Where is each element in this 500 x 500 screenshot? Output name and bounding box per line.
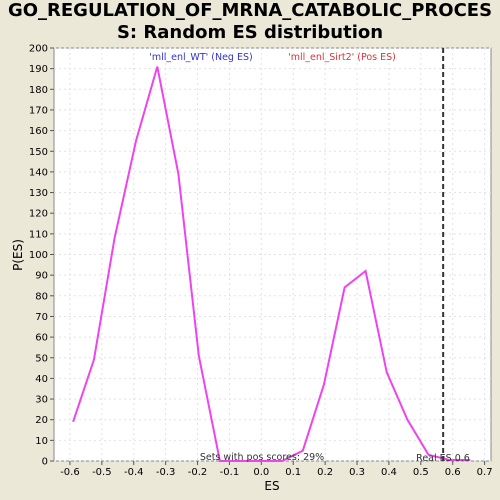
x-tick-label: 0.4 <box>381 467 397 478</box>
y-tick-label: 30 <box>35 395 48 406</box>
x-axis-label: ES <box>264 479 279 493</box>
x-tick-label: -0.5 <box>92 467 112 478</box>
x-tick-label: -0.4 <box>124 467 144 478</box>
x-tick-label: 0.3 <box>349 467 365 478</box>
y-tick-label: 140 <box>29 167 48 178</box>
y-tick-label: 160 <box>29 126 48 137</box>
x-tick-label: 0.6 <box>445 467 461 478</box>
x-axis-ticks: -0.6 -0.5 -0.4 -0.3 -0.2 -0.1 0.0 0.1 0.2 0.3 0.4 0… <box>60 461 493 478</box>
y-tick-label: 200 <box>29 44 48 55</box>
y-axis-label: P(ES) <box>11 239 25 271</box>
x-tick-label: -0.6 <box>60 467 80 478</box>
grid-lines <box>54 47 491 462</box>
y-tick-label: 130 <box>29 188 48 199</box>
y-tick-label: 180 <box>29 85 48 96</box>
x-tick-label: -0.1 <box>220 467 240 478</box>
legend-neg-es: 'mll_enl_WT' (Neg ES) <box>149 52 252 63</box>
chart-title-line-1: GO_REGULATION_OF_MRNA_CATABOLIC_PROCES <box>7 0 493 21</box>
pos-scores-annotation: Sets with pos scores: 29% <box>200 452 324 463</box>
y-tick-label: 20 <box>35 415 48 426</box>
y-tick-label: 100 <box>29 250 48 261</box>
x-tick-label: 0.1 <box>285 467 301 478</box>
y-tick-label: 110 <box>29 229 48 240</box>
series-line <box>72 66 471 462</box>
y-tick-label: 0 <box>42 457 48 468</box>
chart-title: GO_REGULATION_OF_MRNA_CATABOLIC_PROCES S… <box>0 0 500 44</box>
y-tick-label: 70 <box>35 312 48 323</box>
y-tick-label: 90 <box>35 271 48 282</box>
x-tick-label: -0.2 <box>188 467 208 478</box>
real-es-annotation: Real ES 0.6 <box>416 453 470 464</box>
y-axis-ticks: 0 10 20 30 40 50 60 70 80 90 100 110 120 130 140 150 160… <box>29 44 54 468</box>
y-tick-label: 60 <box>35 333 48 344</box>
y-tick-label: 10 <box>35 436 48 447</box>
y-tick-label: 170 <box>29 105 48 116</box>
y-tick-label: 120 <box>29 209 48 220</box>
y-tick-label: 150 <box>29 147 48 158</box>
legend-pos-es: 'mll_enl_Sirt2' (Pos ES) <box>288 52 396 63</box>
x-tick-label: 0.7 <box>477 467 493 478</box>
x-tick-label: -0.3 <box>156 467 176 478</box>
x-tick-label: 0.0 <box>253 467 269 478</box>
y-tick-label: 40 <box>35 374 48 385</box>
chart-title-line-2: S: Random ES distribution <box>116 22 384 43</box>
y-tick-label: 190 <box>29 64 48 75</box>
plot-area <box>53 47 492 462</box>
y-tick-label: 50 <box>35 353 48 364</box>
x-tick-label: 0.2 <box>317 467 333 478</box>
x-tick-label: 0.5 <box>413 467 429 478</box>
y-tick-label: 80 <box>35 291 48 302</box>
